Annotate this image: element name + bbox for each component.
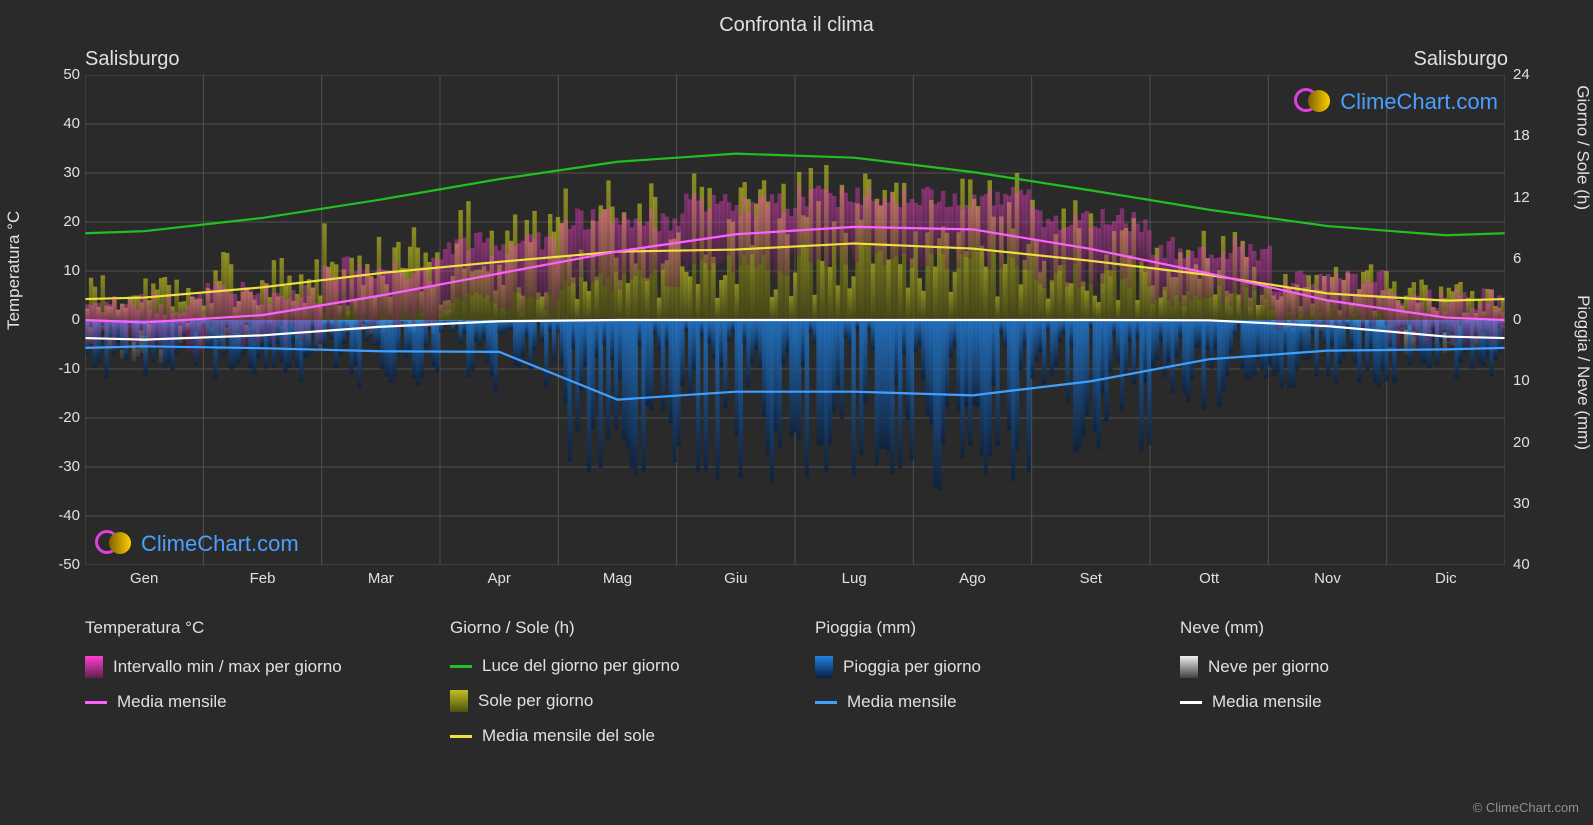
legend-swatch-gradient xyxy=(815,656,833,678)
legend-swatch-line xyxy=(815,701,837,704)
legend-swatch-gradient xyxy=(85,656,103,678)
legend-label: Neve per giorno xyxy=(1208,657,1329,677)
y-tick-left: 10 xyxy=(40,262,80,279)
legend-column: Pioggia (mm) Pioggia per giorno Media mens… xyxy=(815,618,1140,760)
x-tick-month: Ott xyxy=(1199,570,1219,587)
y-tick-left: -40 xyxy=(40,507,80,524)
axis-label-day-sun: Giorno / Sole (h) xyxy=(1573,85,1593,210)
axis-label-temperature: Temperatura °C xyxy=(4,211,24,330)
y-tick-right-mm: 30 xyxy=(1513,495,1543,512)
y-tick-right-mm: 40 xyxy=(1513,556,1543,573)
legend-swatch-gradient xyxy=(1180,656,1198,678)
x-tick-month: Apr xyxy=(487,570,510,587)
y-tick-right-hours: 12 xyxy=(1513,189,1543,206)
x-tick-month: Mar xyxy=(368,570,394,587)
x-tick-month: Feb xyxy=(250,570,276,587)
y-tick-right-mm: 20 xyxy=(1513,434,1543,451)
legend-item: Intervallo min / max per giorno xyxy=(85,656,410,678)
legend-item: Media mensile xyxy=(85,692,410,712)
city-label-right: Salisburgo xyxy=(1413,48,1508,71)
y-tick-left: -50 xyxy=(40,556,80,573)
legend-column: Neve (mm) Neve per giorno Media mensile xyxy=(1180,618,1505,760)
y-tick-right-mm: 10 xyxy=(1513,372,1543,389)
logo-text: ClimeChart.com xyxy=(1340,89,1498,115)
y-tick-left: 30 xyxy=(40,164,80,181)
y-tick-right-hours: 18 xyxy=(1513,127,1543,144)
x-tick-month: Nov xyxy=(1314,570,1341,587)
legend-column-title: Temperatura °C xyxy=(85,618,410,638)
legend-swatch-line xyxy=(85,701,107,704)
y-tick-left: 40 xyxy=(40,115,80,132)
legend-swatch-line xyxy=(450,735,472,738)
legend-swatch-line xyxy=(1180,701,1202,704)
x-tick-month: Giu xyxy=(724,570,747,587)
y-tick-left: 50 xyxy=(40,66,80,83)
legend-item: Pioggia per giorno xyxy=(815,656,1140,678)
legend-item: Luce del giorno per giorno xyxy=(450,656,775,676)
y-tick-right-hours: 0 xyxy=(1513,311,1543,328)
axis-label-rain-snow: Pioggia / Neve (mm) xyxy=(1573,295,1593,450)
legend-label: Media mensile del sole xyxy=(482,726,655,746)
legend-column-title: Pioggia (mm) xyxy=(815,618,1140,638)
legend-label: Intervallo min / max per giorno xyxy=(113,657,342,677)
legend-item: Media mensile xyxy=(1180,692,1505,712)
legend-swatch-line xyxy=(450,665,472,668)
y-tick-left: -10 xyxy=(40,360,80,377)
y-tick-left: 20 xyxy=(40,213,80,230)
plot-area xyxy=(85,75,1505,565)
legend-item: Media mensile xyxy=(815,692,1140,712)
logo-icon xyxy=(95,530,135,558)
logo-text: ClimeChart.com xyxy=(141,531,299,557)
logo-top-right: ClimeChart.com xyxy=(1294,88,1498,116)
legend-label: Media mensile xyxy=(1212,692,1322,712)
legend-label: Pioggia per giorno xyxy=(843,657,981,677)
y-tick-right-hours: 24 xyxy=(1513,66,1543,83)
legend-item: Media mensile del sole xyxy=(450,726,775,746)
logo-icon xyxy=(1294,88,1334,116)
y-tick-left: -30 xyxy=(40,458,80,475)
x-tick-month: Set xyxy=(1080,570,1103,587)
legend-item: Sole per giorno xyxy=(450,690,775,712)
chart-title: Confronta il clima xyxy=(0,0,1593,37)
climate-chart-svg xyxy=(85,75,1505,565)
city-label-left: Salisburgo xyxy=(85,48,180,71)
legend: Temperatura °C Intervallo min / max per g… xyxy=(85,618,1505,760)
legend-column-title: Neve (mm) xyxy=(1180,618,1505,638)
x-tick-month: Gen xyxy=(130,570,158,587)
x-tick-month: Lug xyxy=(842,570,867,587)
legend-label: Media mensile xyxy=(117,692,227,712)
legend-column: Giorno / Sole (h) Luce del giorno per gio… xyxy=(450,618,775,760)
legend-label: Media mensile xyxy=(847,692,957,712)
y-tick-left: -20 xyxy=(40,409,80,426)
copyright: © ClimeChart.com xyxy=(1473,800,1579,815)
legend-column-title: Giorno / Sole (h) xyxy=(450,618,775,638)
legend-item: Neve per giorno xyxy=(1180,656,1505,678)
legend-column: Temperatura °C Intervallo min / max per g… xyxy=(85,618,410,760)
x-tick-month: Dic xyxy=(1435,570,1457,587)
legend-swatch-gradient xyxy=(450,690,468,712)
x-tick-month: Ago xyxy=(959,570,986,587)
legend-label: Sole per giorno xyxy=(478,691,593,711)
legend-label: Luce del giorno per giorno xyxy=(482,656,680,676)
logo-bottom-left: ClimeChart.com xyxy=(95,530,299,558)
x-tick-month: Mag xyxy=(603,570,632,587)
y-tick-right-hours: 6 xyxy=(1513,250,1543,267)
y-tick-left: 0 xyxy=(40,311,80,328)
